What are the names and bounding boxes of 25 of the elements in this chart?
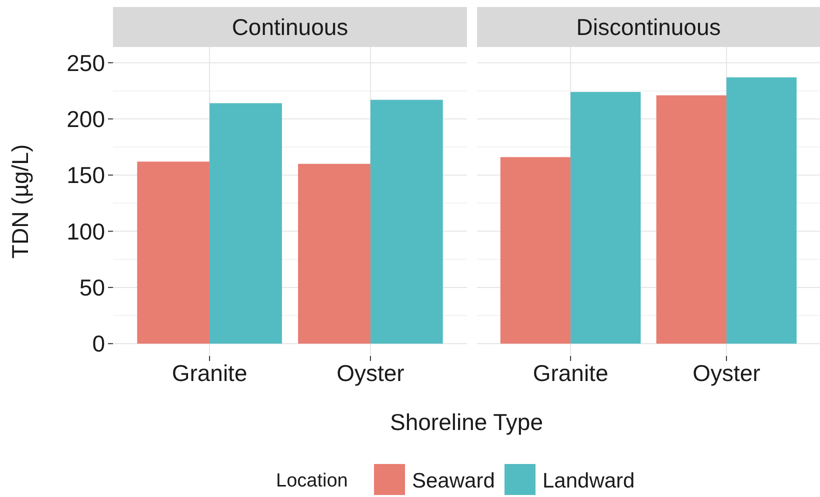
x-axis-title: Shoreline Type: [390, 409, 544, 435]
y-tick-label: 100: [66, 218, 105, 244]
x-tick-label: Oyster: [336, 360, 405, 386]
y-tick-label: 150: [66, 162, 105, 188]
bar: [500, 157, 571, 344]
bar: [137, 162, 210, 344]
x-tick-label: Oyster: [692, 360, 761, 386]
legend-label: Landward: [542, 469, 635, 492]
bar: [370, 100, 443, 344]
chart-title: Continuous: [232, 14, 348, 40]
bar: [298, 164, 370, 344]
bar: [726, 77, 797, 344]
bar: [570, 92, 641, 344]
y-tick-label: 250: [66, 50, 105, 76]
y-axis-title: TDN (µg/L): [7, 144, 33, 259]
x-tick-label: Granite: [172, 360, 248, 386]
bar: [656, 95, 726, 344]
legend-label: Seaward: [412, 469, 495, 492]
x-tick-label: Granite: [532, 360, 608, 386]
y-tick-label: 200: [66, 106, 105, 132]
y-tick-label: 50: [79, 274, 105, 301]
y-tick-label: 0: [92, 330, 105, 357]
legend-title: Location: [276, 470, 348, 492]
chart-title: Discontinuous: [576, 14, 721, 40]
bar: [210, 103, 282, 344]
